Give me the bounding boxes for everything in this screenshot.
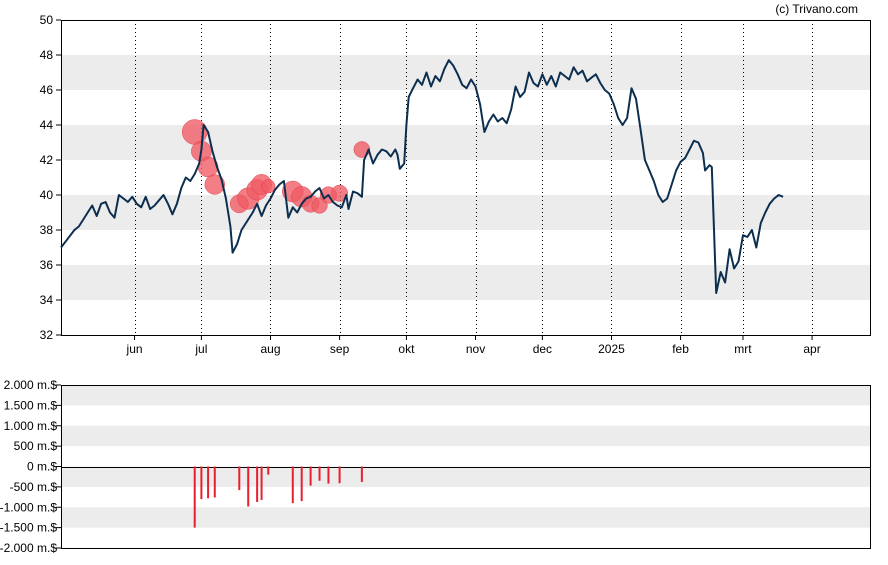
price-chart-month-grid <box>135 20 813 335</box>
volume-band <box>61 385 870 406</box>
price-chart-y-ticks: 32 34 36 38 40 42 44 46 48 50 <box>40 13 61 342</box>
y-tick-label: 50 <box>40 13 54 27</box>
y-tick-label: -2.000 m.$ <box>0 541 57 555</box>
volume-bar <box>338 466 341 484</box>
credit-text: (c) Trivano.com <box>775 2 858 16</box>
y-tick-label: 36 <box>40 258 54 272</box>
price-band <box>61 265 870 300</box>
y-tick-label: 32 <box>40 328 54 342</box>
volume-band <box>61 466 870 487</box>
price-chart-frame <box>61 20 871 336</box>
price-band <box>61 195 870 230</box>
volume-bar <box>327 466 330 484</box>
volume-bar <box>267 466 270 475</box>
volume-chart-y-ticks: -2.000 m.$ -1.500 m.$ -1.000 m.$ -500 m.$ 0 … <box>0 378 61 555</box>
price-line <box>60 59 784 294</box>
y-tick-label: 42 <box>40 153 54 167</box>
volume-bar <box>300 466 303 502</box>
price-chart-bands <box>61 55 870 300</box>
y-tick-label: 40 <box>40 188 54 202</box>
volume-bar <box>207 466 210 499</box>
y-tick-label: 38 <box>40 223 54 237</box>
trade-bubble <box>261 179 276 194</box>
y-tick-label: -1.500 m.$ <box>0 521 57 535</box>
trade-bubble <box>353 141 371 158</box>
x-tick-label: 2025 <box>598 342 625 356</box>
y-tick-label: 44 <box>40 118 54 132</box>
volume-bar <box>213 466 216 498</box>
y-tick-label: -500 m.$ <box>10 480 58 494</box>
x-tick-label: sep <box>330 342 350 356</box>
volume-bar <box>256 466 259 502</box>
volume-bar <box>309 466 312 486</box>
trade-bubble <box>204 174 225 195</box>
volume-chart-bands <box>61 385 870 528</box>
price-chart-x-ticks: jun jul aug sep okt nov dec 2025 feb mrt apr <box>126 335 821 356</box>
y-tick-label: 0 m.$ <box>27 460 57 474</box>
volume-bar <box>360 466 363 482</box>
volume-bar <box>238 466 241 491</box>
y-tick-label: 46 <box>40 83 54 97</box>
volume-bars <box>193 466 363 528</box>
x-tick-label: dec <box>533 342 552 356</box>
volume-bar <box>318 466 321 481</box>
x-tick-label: aug <box>260 342 280 356</box>
x-tick-label: nov <box>466 342 485 356</box>
y-tick-label: 2.000 m.$ <box>4 378 58 392</box>
volume-bar <box>193 466 196 528</box>
x-tick-label: mrt <box>734 342 752 356</box>
volume-band <box>61 425 870 447</box>
x-tick-label: feb <box>672 342 689 356</box>
y-tick-label: 500 m.$ <box>14 439 58 453</box>
x-tick-label: jun <box>126 342 143 356</box>
price-band <box>61 55 870 90</box>
volume-bar <box>247 466 250 507</box>
trade-bubble <box>331 184 349 202</box>
x-tick-label: okt <box>398 342 415 356</box>
volume-bar <box>260 466 263 500</box>
y-tick-label: 1.500 m.$ <box>4 398 58 412</box>
x-tick-label: apr <box>803 342 820 356</box>
y-tick-label: -1.000 m.$ <box>0 500 57 514</box>
volume-band <box>61 507 870 528</box>
volume-bar <box>200 466 203 500</box>
y-tick-label: 48 <box>40 48 54 62</box>
y-tick-label: 1.000 m.$ <box>4 419 58 433</box>
y-tick-label: 34 <box>40 293 54 307</box>
volume-bar <box>291 466 294 504</box>
x-tick-label: jul <box>194 342 207 356</box>
